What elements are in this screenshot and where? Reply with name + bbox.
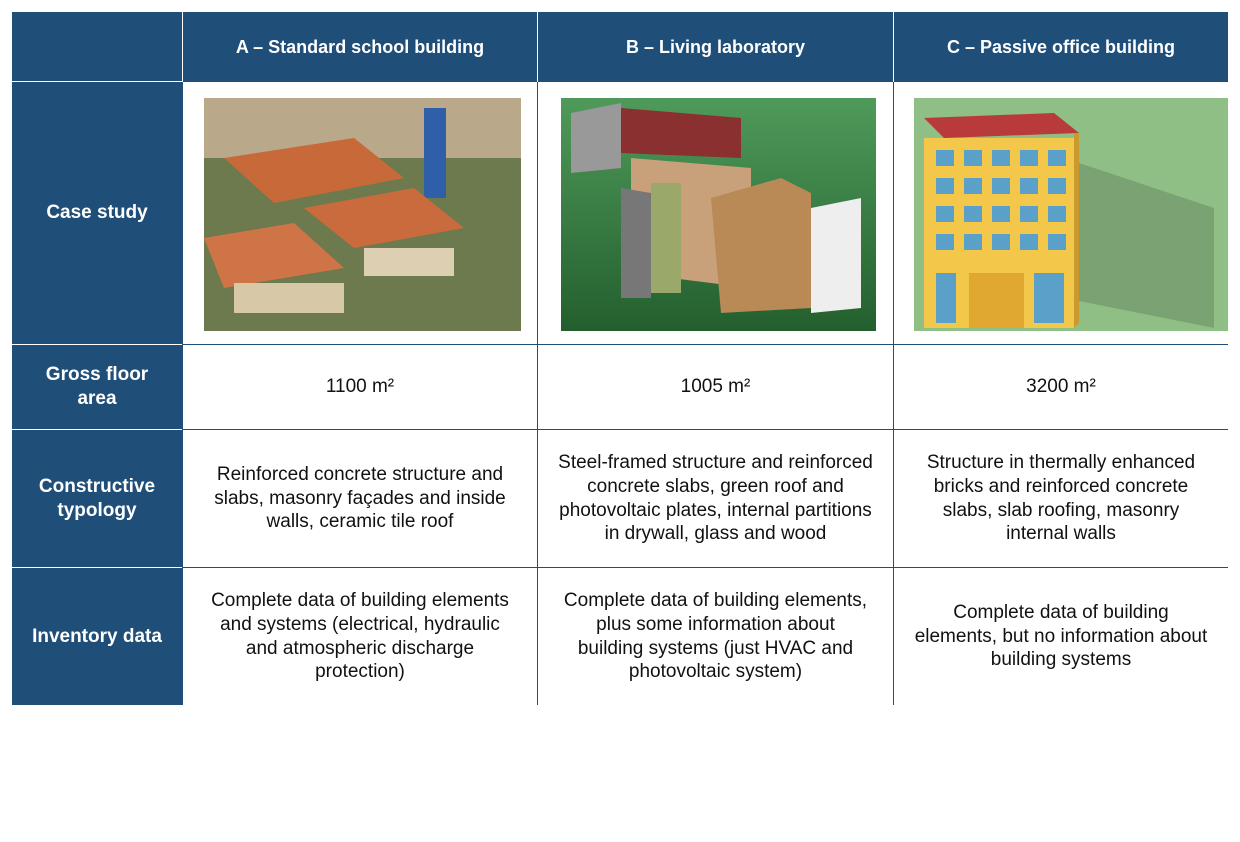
image-cell xyxy=(537,82,893,345)
image-cell xyxy=(893,82,1228,345)
column-header: B – Living laboratory xyxy=(537,12,893,82)
table-cell: Complete data of building elements and s… xyxy=(182,568,537,705)
row-label: Gross floor area xyxy=(12,345,182,430)
office-rendering xyxy=(914,98,1228,331)
table-cell: 3200 m² xyxy=(893,345,1228,430)
row-label: Inventory data xyxy=(12,568,182,705)
table-cell: Reinforced concrete structure and slabs,… xyxy=(182,430,537,568)
table-cell: 1100 m² xyxy=(182,345,537,430)
table-cell: Steel-framed structure and reinforced co… xyxy=(537,430,893,568)
image-cell xyxy=(182,82,537,345)
school-photo xyxy=(204,98,521,331)
column-header: A – Standard school building xyxy=(182,12,537,82)
table-cell: Complete data of building elements, but … xyxy=(893,568,1228,705)
column-header: C – Passive office building xyxy=(893,12,1228,82)
row-label: Constructive typology xyxy=(12,430,182,568)
lab-rendering xyxy=(561,98,876,331)
table-cell: 1005 m² xyxy=(537,345,893,430)
corner-cell xyxy=(12,12,182,82)
row-label: Case study xyxy=(12,82,182,345)
table-cell: Complete data of building elements, plus… xyxy=(537,568,893,705)
table-cell: Structure in thermally enhanced bricks a… xyxy=(893,430,1228,568)
